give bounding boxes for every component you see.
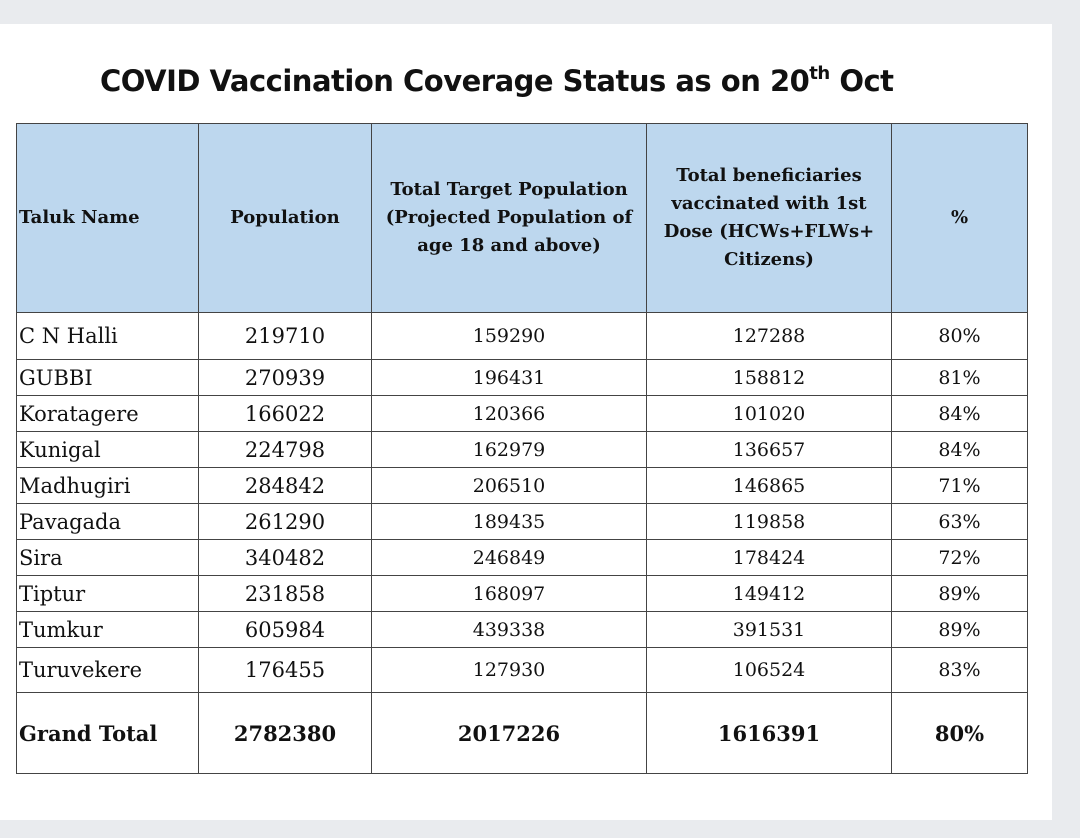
total-cell-taluk-name: Grand Total [16, 692, 199, 774]
cell-target-population: 120366 [371, 395, 647, 432]
cell-taluk-name: GUBBI [16, 359, 199, 396]
table-row: Sira 340482 246849 178424 72% [16, 539, 1028, 576]
cell-taluk-name: Turuvekere [16, 647, 199, 693]
cell-population: 340482 [198, 539, 372, 576]
cell-vaccinated: 158812 [646, 359, 892, 396]
cell-percent: 72% [891, 539, 1028, 576]
table-row: C N Halli 219710 159290 127288 80% [16, 312, 1028, 360]
table-row: Tiptur 231858 168097 149412 89% [16, 575, 1028, 612]
header-target-population: Total Target Population (Projected Popul… [371, 123, 647, 313]
cell-taluk-name: Tiptur [16, 575, 199, 612]
cell-taluk-name: C N Halli [16, 312, 199, 360]
cell-percent: 89% [891, 575, 1028, 612]
title-superscript: th [809, 63, 830, 84]
cell-vaccinated: 101020 [646, 395, 892, 432]
cell-population: 284842 [198, 467, 372, 504]
total-cell-percent: 80% [891, 692, 1028, 774]
cell-percent: 81% [891, 359, 1028, 396]
cell-taluk-name: Tumkur [16, 611, 199, 648]
cell-target-population: 168097 [371, 575, 647, 612]
table-row: Pavagada 261290 189435 119858 63% [16, 503, 1028, 540]
cell-population: 261290 [198, 503, 372, 540]
cell-population: 270939 [198, 359, 372, 396]
cell-population: 219710 [198, 312, 372, 360]
cell-percent: 84% [891, 431, 1028, 468]
document-page: COVID Vaccination Coverage Status as on … [0, 24, 1052, 820]
total-cell-vaccinated: 1616391 [646, 692, 892, 774]
title-text: COVID Vaccination Coverage Status as on … [100, 64, 810, 98]
table-row: Tumkur 605984 439338 391531 89% [16, 611, 1028, 648]
header-percent: % [891, 123, 1028, 313]
cell-target-population: 159290 [371, 312, 647, 360]
cell-target-population: 439338 [371, 611, 647, 648]
cell-population: 166022 [198, 395, 372, 432]
cell-taluk-name: Kunigal [16, 431, 199, 468]
cell-percent: 84% [891, 395, 1028, 432]
cell-population: 224798 [198, 431, 372, 468]
table-header-row: Taluk Name Population Total Target Popul… [16, 123, 1028, 313]
title-suffix: Oct [829, 64, 894, 98]
cell-vaccinated: 178424 [646, 539, 892, 576]
cell-vaccinated: 136657 [646, 431, 892, 468]
grand-total-row: Grand Total 2782380 2017226 1616391 80% [16, 692, 1028, 774]
cell-vaccinated: 119858 [646, 503, 892, 540]
cell-target-population: 162979 [371, 431, 647, 468]
table-row: GUBBI 270939 196431 158812 81% [16, 359, 1028, 396]
cell-vaccinated: 127288 [646, 312, 892, 360]
cell-taluk-name: Pavagada [16, 503, 199, 540]
cell-target-population: 246849 [371, 539, 647, 576]
coverage-table: Taluk Name Population Total Target Popul… [16, 123, 1028, 774]
cell-vaccinated: 149412 [646, 575, 892, 612]
header-population: Population [198, 123, 372, 313]
table-body: C N Halli 219710 159290 127288 80% GUBBI 27093… [16, 312, 1028, 774]
cell-percent: 83% [891, 647, 1028, 693]
cell-percent: 63% [891, 503, 1028, 540]
total-cell-target-population: 2017226 [371, 692, 647, 774]
cell-target-population: 127930 [371, 647, 647, 693]
cell-taluk-name: Madhugiri [16, 467, 199, 504]
cell-vaccinated: 146865 [646, 467, 892, 504]
cell-percent: 89% [891, 611, 1028, 648]
cell-target-population: 206510 [371, 467, 647, 504]
table-row: Koratagere 166022 120366 101020 84% [16, 395, 1028, 432]
table-row: Madhugiri 284842 206510 146865 71% [16, 467, 1028, 504]
header-beneficiaries-vaccinated: Total beneficiaries vaccinated with 1st … [646, 123, 892, 313]
cell-taluk-name: Sira [16, 539, 199, 576]
cell-vaccinated: 391531 [646, 611, 892, 648]
cell-percent: 80% [891, 312, 1028, 360]
cell-target-population: 196431 [371, 359, 647, 396]
cell-population: 605984 [198, 611, 372, 648]
cell-percent: 71% [891, 467, 1028, 504]
cell-target-population: 189435 [371, 503, 647, 540]
table-row: Turuvekere 176455 127930 106524 83% [16, 647, 1028, 693]
cell-taluk-name: Koratagere [16, 395, 199, 432]
cell-vaccinated: 106524 [646, 647, 892, 693]
table-row: Kunigal 224798 162979 136657 84% [16, 431, 1028, 468]
header-taluk-name: Taluk Name [16, 123, 199, 313]
cell-population: 176455 [198, 647, 372, 693]
cell-population: 231858 [198, 575, 372, 612]
page-title: COVID Vaccination Coverage Status as on … [100, 64, 894, 98]
total-cell-population: 2782380 [198, 692, 372, 774]
